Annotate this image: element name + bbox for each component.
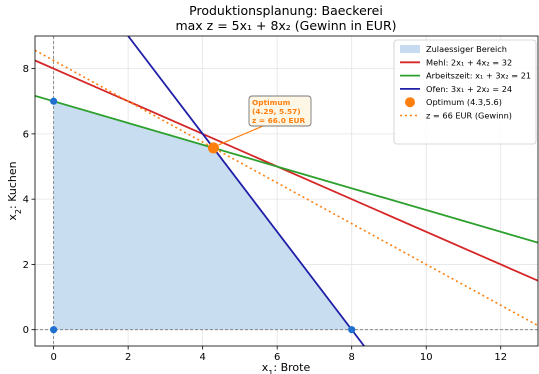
vertex-point-1 xyxy=(50,97,58,105)
x-axis-label: x1: Brote xyxy=(262,361,311,374)
plot-frame xyxy=(34,35,539,347)
y-tick-label: 8 xyxy=(23,64,29,75)
x-tick-label: 0 xyxy=(50,352,56,363)
annotation-line-1: (4.29, 5.57) xyxy=(252,107,301,116)
y-tick-label: 4 xyxy=(23,195,29,206)
y-tick-label: 0 xyxy=(23,325,29,336)
y-axis-label-suffix: : Kuchen xyxy=(6,161,19,209)
x-tick-label: 12 xyxy=(494,352,507,363)
legend-box xyxy=(393,39,537,145)
legend-label: Optimum (4.3,5.6) xyxy=(426,97,502,107)
y-axis-label: x2: Kuchen xyxy=(6,161,23,220)
annotation-line-0: Optimum xyxy=(252,98,291,107)
legend-label: Ofen: 3x₁ + 2x₂ = 24 xyxy=(426,84,512,94)
axis-ticks: 0 2 4 6 8 10 12 0 2 4 6 8 xyxy=(23,64,507,363)
annotation-line-2: z = 66.0 EUR xyxy=(252,116,305,125)
x-axis-label-prefix: x xyxy=(262,361,269,374)
chart-subtitle: max z = 5x₁ + 8x₂ (Gewinn in EUR) xyxy=(175,18,396,33)
y-tick-label: 6 xyxy=(23,129,29,140)
optimum-annotation: Optimum(4.29, 5.57)z = 66.0 EUR xyxy=(218,95,312,146)
y-axis-label-prefix: x xyxy=(6,214,19,221)
legend-label: Mehl: 2x₁ + 4x₂ = 32 xyxy=(426,57,512,67)
x-tick-label: 4 xyxy=(199,352,205,363)
x-tick-label: 6 xyxy=(274,352,280,363)
legend-label: z = 66 EUR (Gewinn) xyxy=(426,111,512,121)
y-axis-label-sub: 2 xyxy=(14,209,23,214)
objective-line xyxy=(35,49,538,327)
constraint-line-2 xyxy=(127,36,365,346)
constraint-line-0 xyxy=(35,59,538,282)
x-axis-label-sub: 1 xyxy=(268,369,273,374)
legend-marker xyxy=(405,97,415,108)
legend-label: Zulaessiger Bereich xyxy=(426,44,507,54)
x-tick-label: 10 xyxy=(420,352,433,363)
legend: Zulaessiger Bereich Mehl: 2x₁ + 4x₂ = 32 A… xyxy=(393,39,537,145)
annotation-box xyxy=(248,95,312,127)
vertex-point-0 xyxy=(50,326,58,334)
legend-label: Arbeitszeit: x₁ + 3x₂ = 21 xyxy=(426,71,531,81)
feasible-region xyxy=(53,101,352,330)
chart-title: Produktionsplanung: Baeckerei xyxy=(189,3,383,18)
y-tick-label: 2 xyxy=(23,260,29,271)
plot-area xyxy=(35,36,538,346)
annotation-arrow xyxy=(218,125,264,146)
optimum-point xyxy=(207,142,219,154)
vertex-point-2 xyxy=(348,326,356,334)
x-tick-label: 8 xyxy=(349,352,355,363)
constraint-line-1 xyxy=(35,94,538,244)
x-tick-label: 2 xyxy=(125,352,131,363)
legend-patch xyxy=(400,45,420,53)
x-axis-label-suffix: : Brote xyxy=(273,361,310,374)
